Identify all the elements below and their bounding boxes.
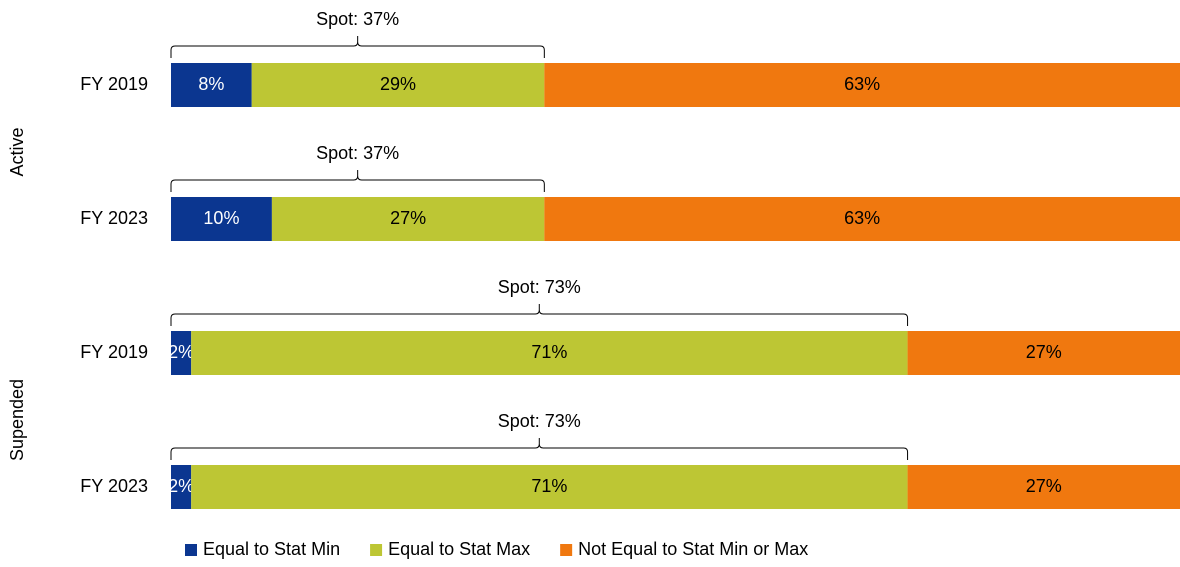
group-label: Active	[7, 127, 27, 176]
value-label: 27%	[1026, 476, 1062, 496]
bar-segment	[171, 197, 272, 241]
bar-segment	[191, 331, 908, 375]
bar-segment	[271, 197, 545, 241]
bar-segment	[171, 63, 252, 107]
legend-swatch	[560, 544, 573, 556]
value-label: 2%	[168, 342, 194, 362]
bar-segment	[171, 465, 192, 509]
value-label: 8%	[198, 74, 224, 94]
legend-label: Not Equal to Stat Min or Max	[578, 539, 808, 559]
value-label: 63%	[844, 74, 880, 94]
value-label: 71%	[531, 342, 567, 362]
legend-label: Equal to Stat Min	[203, 539, 340, 559]
category-label: FY 2023	[80, 476, 148, 496]
bracket	[170, 438, 909, 460]
annotation: Spot: 37%	[316, 143, 399, 163]
bar-segment	[544, 63, 1180, 107]
legend-swatch	[185, 544, 197, 556]
value-label: 27%	[1026, 342, 1062, 362]
bar-segment	[171, 331, 192, 375]
value-label: 10%	[203, 208, 239, 228]
bar-segment	[907, 465, 1180, 509]
annotation: Spot: 37%	[316, 9, 399, 29]
value-label: 2%	[168, 476, 194, 496]
group-label: Supended	[7, 379, 27, 461]
category-label: FY 2019	[80, 74, 148, 94]
value-label: 63%	[844, 208, 880, 228]
annotation: Spot: 73%	[498, 277, 581, 297]
bar-segment	[251, 63, 545, 107]
value-label: 29%	[380, 74, 416, 94]
bracket	[170, 36, 545, 58]
legend-label: Equal to Stat Max	[388, 539, 530, 559]
bracket	[170, 170, 545, 192]
bracket	[170, 304, 909, 326]
category-label: FY 2019	[80, 342, 148, 362]
value-label: 27%	[390, 208, 426, 228]
bar-segment	[907, 331, 1180, 375]
bar-segment	[191, 465, 908, 509]
annotation: Spot: 73%	[498, 411, 581, 431]
value-label: 71%	[531, 476, 567, 496]
category-label: FY 2023	[80, 208, 148, 228]
legend-swatch	[370, 544, 383, 556]
bar-segment	[544, 197, 1180, 241]
